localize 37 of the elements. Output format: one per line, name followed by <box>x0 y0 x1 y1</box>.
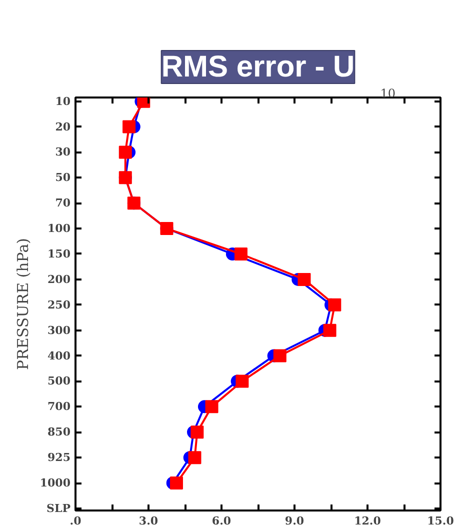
point <box>236 374 249 388</box>
x-tick-label: 6.0 <box>212 514 232 528</box>
point <box>273 349 286 362</box>
point <box>298 272 311 286</box>
x-tick-label: .0 <box>70 514 82 528</box>
y-tick-label: 20 <box>55 120 71 134</box>
x-tick-label: 3.0 <box>138 514 158 528</box>
y-tick-label: 150 <box>48 247 71 260</box>
point <box>234 247 248 260</box>
point <box>190 426 204 439</box>
y-tick-label: 100 <box>48 222 71 236</box>
point <box>122 120 136 134</box>
y-axis-title: PRESSURE (hPa) <box>14 238 32 370</box>
y-tick-label: 30 <box>55 146 71 159</box>
point <box>170 476 183 490</box>
y-tick-label: 200 <box>48 272 71 286</box>
y-tick-label: 70 <box>55 196 71 210</box>
x-tick-label: 12.0 <box>354 514 382 528</box>
y-tick-label: 925 <box>48 451 71 464</box>
y-tick-label: 1000 <box>40 476 71 490</box>
x-tick-label: 15.0 <box>427 514 454 528</box>
y-tick-label: 850 <box>48 426 71 439</box>
point <box>328 298 342 312</box>
point <box>323 324 336 337</box>
chart-title: RMS error - U <box>161 50 355 84</box>
y-tick-label: 400 <box>48 349 71 362</box>
point <box>205 400 218 414</box>
point <box>188 451 202 464</box>
y-tick-label: 50 <box>55 171 71 184</box>
y-tick-label: 300 <box>48 324 71 337</box>
y-tick-label: 10 <box>55 94 71 108</box>
y-tick-label: 700 <box>48 400 71 414</box>
point <box>118 146 132 159</box>
y-tick-label: SLP <box>46 502 71 515</box>
y-tick-label: 250 <box>48 298 71 312</box>
x-tick-label: 9.0 <box>284 514 304 528</box>
y-tick-label: 500 <box>48 374 71 388</box>
